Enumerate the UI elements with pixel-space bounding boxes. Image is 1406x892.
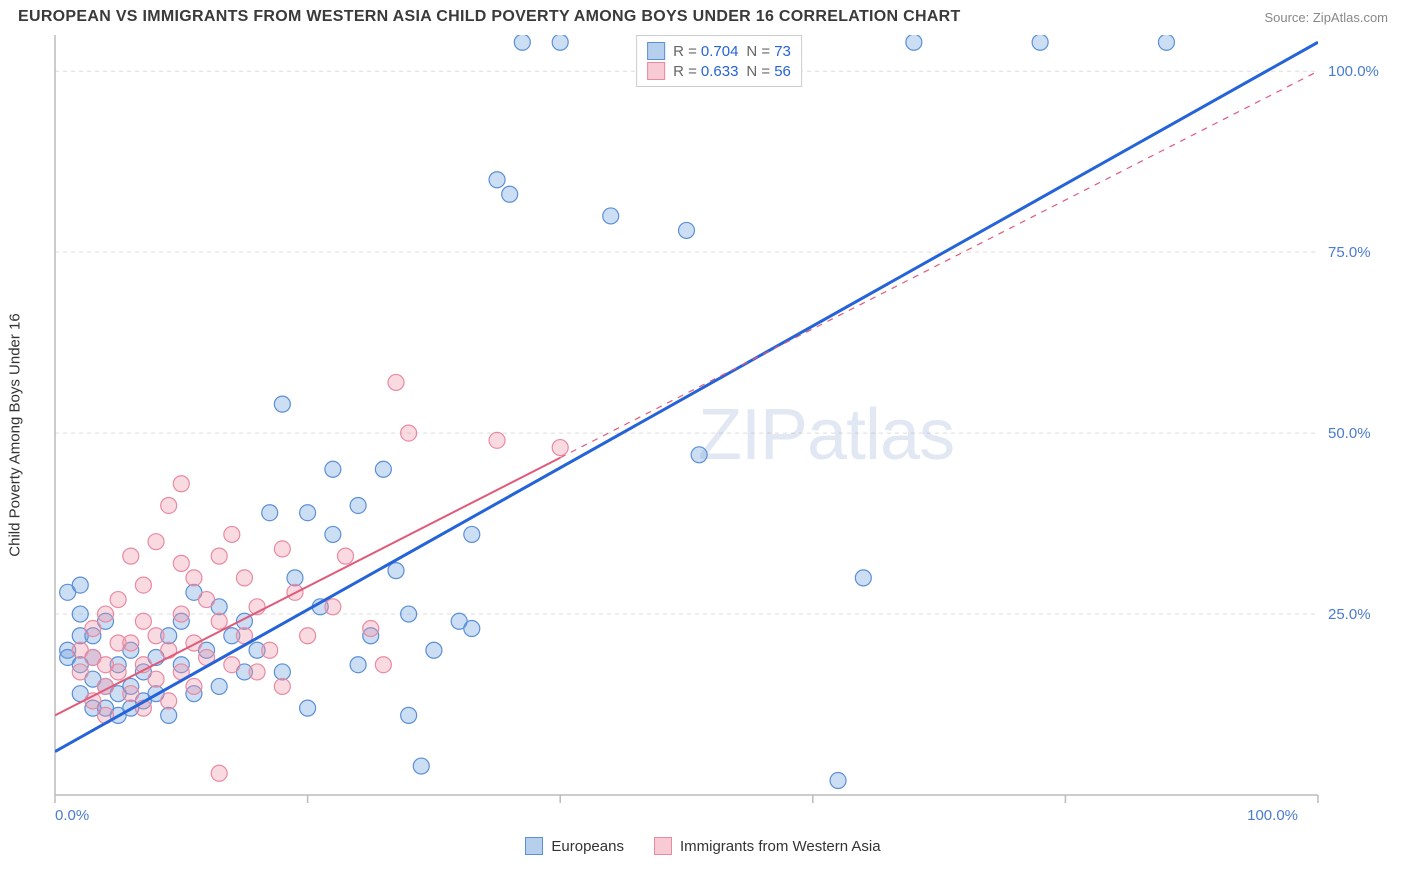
chart-area: Child Poverty Among Boys Under 16 ZIPatl…: [50, 35, 1388, 835]
legend-label-europeans: Europeans: [551, 838, 624, 855]
swatch-western-asia: [647, 62, 665, 80]
legend-label-western-asia: Immigrants from Western Asia: [680, 838, 881, 855]
swatch-europeans-bottom: [525, 837, 543, 855]
y-axis-label: Child Poverty Among Boys Under 16: [7, 313, 24, 556]
legend-row-western-asia: R = 0.633 N = 56: [647, 62, 791, 80]
series-legend: Europeans Immigrants from Western Asia: [0, 837, 1406, 855]
legend-row-europeans: R = 0.704 N = 73: [647, 42, 791, 60]
n-value-western-asia: 56: [774, 63, 791, 80]
scatter-plot: 25.0% 50.0% 75.0% 100.0% 0.0% 100.0%: [50, 35, 1388, 835]
legend-item-western-asia: Immigrants from Western Asia: [654, 837, 881, 855]
r-value-western-asia: 0.633: [701, 63, 739, 80]
svg-text:100.0%: 100.0%: [1247, 807, 1298, 824]
correlation-legend: R = 0.704 N = 73 R = 0.633 N = 56: [636, 35, 802, 87]
n-value-europeans: 73: [774, 43, 791, 60]
swatch-western-asia-bottom: [654, 837, 672, 855]
swatch-europeans: [647, 42, 665, 60]
chart-title: EUROPEAN VS IMMIGRANTS FROM WESTERN ASIA…: [18, 8, 961, 26]
svg-text:25.0%: 25.0%: [1328, 606, 1371, 623]
chart-source: Source: ZipAtlas.com: [1264, 10, 1388, 25]
svg-text:100.0%: 100.0%: [1328, 63, 1379, 80]
svg-text:0.0%: 0.0%: [55, 807, 89, 824]
svg-text:50.0%: 50.0%: [1328, 425, 1371, 442]
svg-text:75.0%: 75.0%: [1328, 244, 1371, 261]
r-value-europeans: 0.704: [701, 43, 739, 60]
legend-item-europeans: Europeans: [525, 837, 624, 855]
